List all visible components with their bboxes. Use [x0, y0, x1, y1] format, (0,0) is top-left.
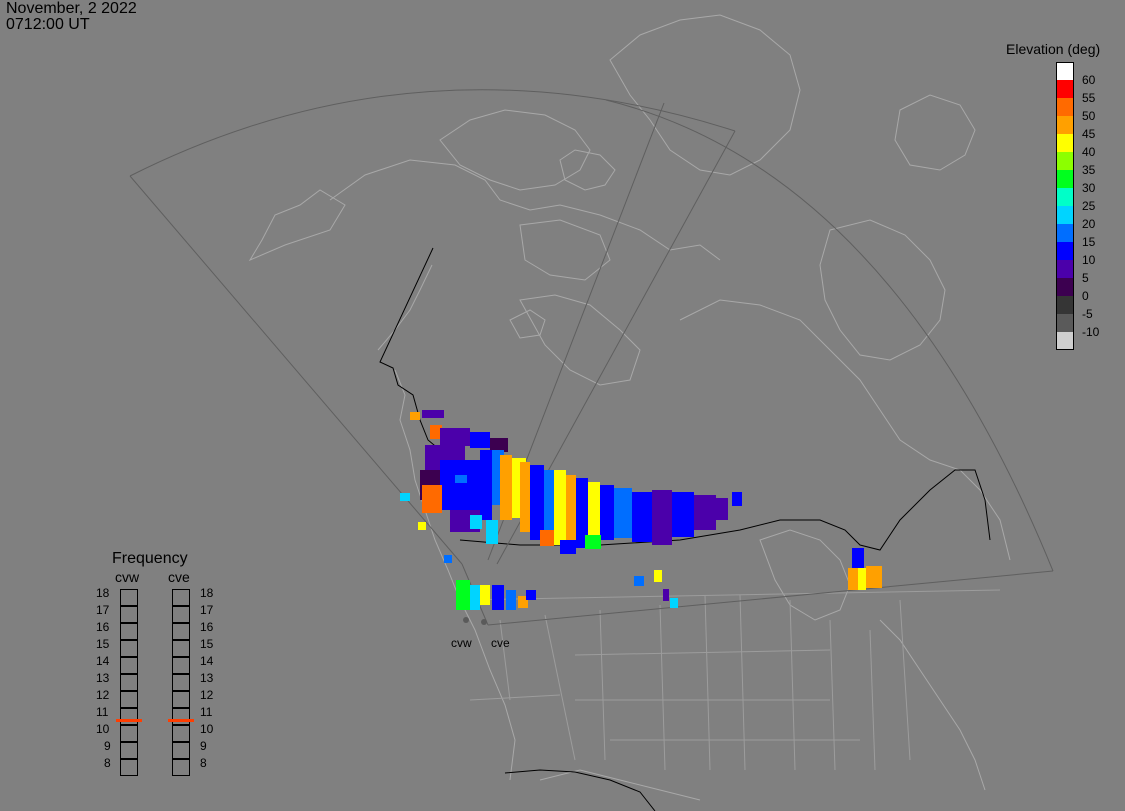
frequency-cell — [172, 708, 190, 725]
colorbar-swatch — [1056, 278, 1074, 296]
colorbar-tick-label: 60 — [1082, 73, 1096, 87]
site-label-cvw: cvw — [451, 636, 472, 650]
colorbar-swatch — [1056, 152, 1074, 170]
colorbar-tick-label: 0 — [1082, 289, 1089, 303]
frequency-tick-label: 11 — [200, 705, 213, 719]
colorbar-swatch — [1056, 332, 1074, 350]
frequency-cell — [172, 691, 190, 708]
frequency-tick-label: 16 — [200, 620, 214, 634]
fov-outlines — [129, 89, 1054, 626]
frequency-cell — [172, 674, 190, 691]
frequency-tick-label: 15 — [200, 637, 214, 651]
frequency-tick-label: 17 — [96, 603, 110, 617]
frequency-cell — [172, 759, 190, 776]
state-boundaries — [459, 589, 1001, 771]
colorbar-swatch — [1056, 260, 1074, 278]
colorbar-tick-label: 30 — [1082, 181, 1096, 195]
colorbar-tick-label: 45 — [1082, 127, 1096, 141]
colorbar-tick-label: 10 — [1082, 253, 1096, 267]
frequency-marker — [168, 718, 194, 722]
colorbar-swatch — [1056, 314, 1074, 332]
frequency-cell — [172, 606, 190, 623]
frequency-cell — [120, 623, 138, 640]
time-label: 0712:00 UT — [6, 16, 90, 33]
frequency-tick-label: 14 — [96, 654, 110, 668]
frequency-cell — [120, 725, 138, 742]
frequency-cell — [172, 742, 190, 759]
frequency-cell — [172, 589, 190, 606]
frequency-tick-label: 14 — [200, 654, 214, 668]
frequency-tick-label: 17 — [200, 603, 214, 617]
frequency-cell — [120, 742, 138, 759]
colorbar-tick-label: 35 — [1082, 163, 1096, 177]
radar-sites — [463, 617, 487, 625]
frequency-tick-label: 8 — [104, 756, 111, 770]
frequency-title: Frequency — [112, 550, 188, 567]
site-label-cve: cve — [491, 636, 510, 650]
frequency-cell — [172, 623, 190, 640]
frequency-tick-label: 13 — [96, 671, 110, 685]
frequency-tick-label: 12 — [200, 688, 214, 702]
frequency-tick-label: 11 — [96, 705, 109, 719]
frequency-cell — [120, 589, 138, 606]
frequency-tick-label: 12 — [96, 688, 110, 702]
frequency-tick-label: 10 — [200, 722, 214, 736]
colorbar-swatch — [1056, 206, 1074, 224]
colorbar-title: Elevation (deg) — [1006, 41, 1101, 57]
frequency-tick-label: 16 — [96, 620, 110, 634]
frequency-marker — [116, 718, 142, 722]
colorbar-tick-label: 20 — [1082, 217, 1096, 231]
coastlines — [248, 14, 1011, 801]
colorbar-tick-label: 15 — [1082, 235, 1096, 249]
frequency-radar-name: cvw — [115, 569, 140, 585]
frequency-tick-label: 9 — [200, 739, 207, 753]
colorbar-swatch — [1056, 188, 1074, 206]
colorbar-tick-label: 25 — [1082, 199, 1096, 213]
colorbar-swatch — [1056, 134, 1074, 152]
frequency-cell — [172, 640, 190, 657]
frequency-cell — [120, 606, 138, 623]
frequency-tick-label: 15 — [96, 637, 110, 651]
colorbar-swatch — [1056, 170, 1074, 188]
frequency-cell — [120, 759, 138, 776]
frequency-cell — [120, 708, 138, 725]
colorbar-swatch — [1056, 98, 1074, 116]
colorbar-tick-label: -10 — [1082, 325, 1100, 339]
frequency-tick-label: 18 — [96, 586, 110, 600]
colorbar-swatch — [1056, 242, 1074, 260]
frequency-cell — [172, 725, 190, 742]
colorbar-tick-label: -5 — [1082, 307, 1093, 321]
frequency-tick-label: 8 — [200, 756, 207, 770]
colorbar-swatch — [1056, 116, 1074, 134]
frequency-radar-name: cve — [168, 569, 190, 585]
frequency-cell — [120, 691, 138, 708]
frequency-cell — [120, 640, 138, 657]
frequency-tick-label: 9 — [104, 739, 111, 753]
colorbar-swatch — [1056, 224, 1074, 242]
colorbar-tick-label: 50 — [1082, 109, 1096, 123]
echo-cells — [400, 410, 882, 610]
colorbar-tick-label: 55 — [1082, 91, 1096, 105]
colorbar-swatch — [1056, 296, 1074, 314]
frequency-tick-label: 18 — [200, 586, 214, 600]
date-label: November, 2 2022 — [6, 0, 137, 17]
frequency-tick-label: 13 — [200, 671, 214, 685]
frequency-tick-label: 10 — [96, 722, 110, 736]
frequency-cell — [172, 657, 190, 674]
colorbar-swatch — [1056, 80, 1074, 98]
colorbar-swatch — [1056, 62, 1074, 80]
frequency-cell — [120, 674, 138, 691]
frequency-cell — [120, 657, 138, 674]
colorbar-tick-label: 40 — [1082, 145, 1096, 159]
colorbar-tick-label: 5 — [1082, 271, 1089, 285]
international-borders — [379, 247, 991, 811]
